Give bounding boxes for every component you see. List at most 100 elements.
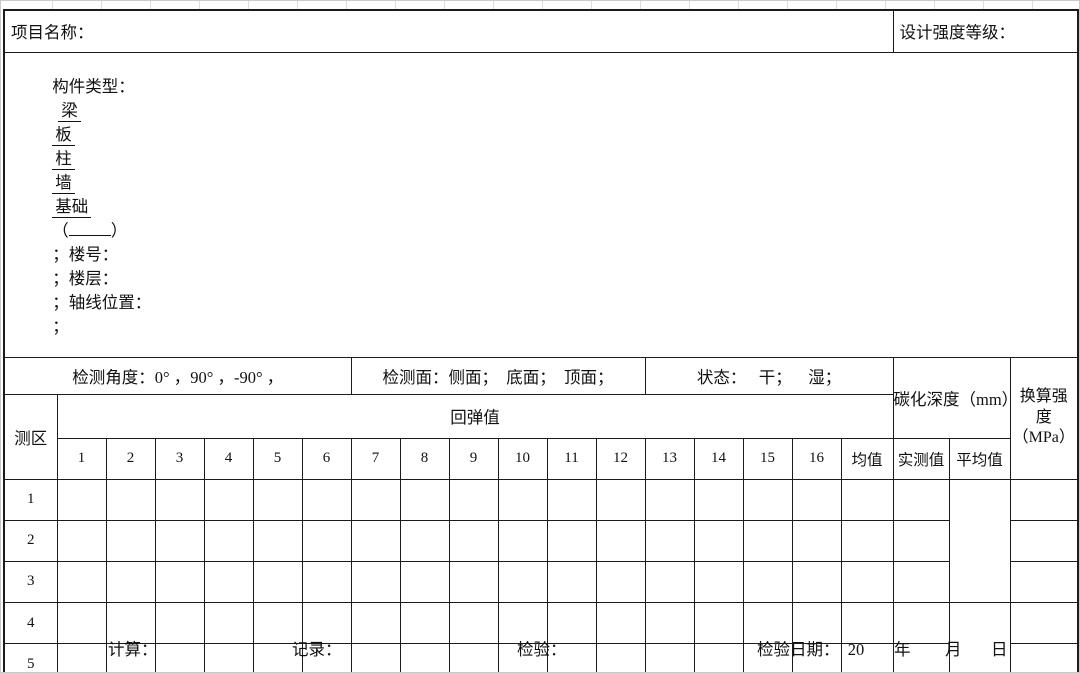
converted-strength-cell[interactable] (1009, 560, 1079, 604)
rebound-value-cell[interactable] (350, 519, 401, 562)
component-option-slab[interactable]: 板 (52, 124, 75, 146)
rebound-value-cell[interactable] (252, 519, 303, 562)
axis-position-blank[interactable] (151, 307, 311, 308)
rebound-value-cell[interactable] (56, 560, 107, 604)
rebound-value-cell[interactable] (497, 643, 548, 672)
rebound-value-cell[interactable] (301, 643, 352, 672)
measured-carbonation-cell[interactable] (892, 478, 950, 521)
rebound-value-cell[interactable] (791, 478, 842, 521)
rebound-value-cell[interactable] (497, 602, 548, 645)
rebound-value-cell[interactable] (595, 560, 646, 604)
rebound-value-cell[interactable] (399, 478, 450, 521)
rebound-value-cell[interactable] (105, 602, 156, 645)
zone-column-header: 测区 (3, 393, 58, 480)
rebound-value-cell[interactable] (595, 478, 646, 521)
rebound-value-cell[interactable] (56, 478, 107, 521)
rebound-value-cell[interactable] (448, 602, 499, 645)
rebound-value-cell[interactable] (644, 478, 695, 521)
rebound-value-cell[interactable] (203, 519, 254, 562)
rebound-value-cell[interactable] (693, 560, 744, 604)
rebound-value-cell[interactable] (105, 643, 156, 672)
rebound-value-cell[interactable] (105, 478, 156, 521)
rebound-value-cell[interactable] (203, 560, 254, 604)
column-number-row: 1 2 3 4 5 6 7 8 9 10 11 12 13 14 15 16 均值 实测值 平均值 (4, 437, 1078, 480)
rebound-value-cell[interactable] (350, 560, 401, 604)
component-option-foundation[interactable]: 基础 (52, 196, 92, 218)
rebound-value-cell[interactable] (301, 602, 352, 645)
rebound-value-cell[interactable] (203, 478, 254, 521)
rebound-value-cell[interactable] (693, 519, 744, 562)
rebound-value-cell[interactable] (105, 519, 156, 562)
rebound-value-cell[interactable] (252, 560, 303, 604)
rebound-value-cell[interactable] (693, 478, 744, 521)
rebound-value-cell[interactable] (595, 602, 646, 645)
mean-value-cell[interactable] (840, 560, 894, 604)
rebound-value-cell[interactable] (399, 560, 450, 604)
rebound-value-cell[interactable] (350, 602, 401, 645)
floor-blank[interactable] (118, 283, 180, 284)
rebound-value-cell[interactable] (154, 560, 205, 604)
rebound-value-cell[interactable] (595, 643, 646, 672)
rebound-value-cell[interactable] (448, 643, 499, 672)
rebound-column-number: 15 (742, 437, 793, 480)
rebound-value-cell[interactable] (448, 519, 499, 562)
converted-strength-cell[interactable] (1009, 602, 1079, 645)
converted-strength-cell[interactable] (1009, 643, 1079, 672)
rebound-value-cell[interactable] (252, 478, 303, 521)
rebound-value-cell[interactable] (301, 560, 352, 604)
component-option-beam[interactable]: 梁 (58, 100, 81, 122)
rebound-value-cell[interactable] (105, 560, 156, 604)
zone-row: 4 (3, 602, 1079, 672)
rebound-value-cell[interactable] (546, 478, 597, 521)
rebound-value-cell[interactable] (546, 519, 597, 562)
mean-value-cell[interactable] (840, 602, 894, 645)
component-option-column[interactable]: 柱 (52, 148, 75, 170)
rebound-value-cell[interactable] (448, 478, 499, 521)
mean-value-cell[interactable] (840, 519, 894, 562)
rebound-value-cell[interactable] (546, 643, 597, 672)
converted-strength-cell[interactable] (1009, 519, 1079, 562)
rebound-value-cell[interactable] (399, 519, 450, 562)
rebound-value-cell[interactable] (791, 560, 842, 604)
rebound-value-cell[interactable] (350, 478, 401, 521)
rebound-value-cell[interactable] (791, 602, 842, 645)
rebound-value-cell[interactable] (497, 519, 548, 562)
component-other-blank[interactable] (68, 220, 111, 236)
component-option-wall[interactable]: 墙 (52, 172, 75, 194)
rebound-value-cell[interactable] (154, 643, 205, 672)
mean-value-cell[interactable] (840, 643, 894, 672)
rebound-value-cell[interactable] (742, 560, 793, 604)
rebound-column-number: 9 (448, 437, 499, 480)
rebound-value-cell[interactable] (301, 519, 352, 562)
rebound-value-cell[interactable] (154, 519, 205, 562)
rebound-value-cell[interactable] (350, 643, 401, 672)
measured-carbonation-cell[interactable] (892, 519, 950, 562)
converted-strength-cell[interactable] (1009, 478, 1079, 521)
rebound-value-cell[interactable] (56, 643, 107, 672)
rebound-test-form-table: 项目名称： 设计强度等级： 构件类型： 梁 板 柱 墙 基础 （ ） ；楼号： ；… (3, 9, 1079, 672)
rebound-value-cell[interactable] (644, 519, 695, 562)
rebound-value-cell[interactable] (644, 602, 695, 645)
rebound-value-cell[interactable] (252, 602, 303, 645)
rebound-value-cell[interactable] (644, 643, 695, 672)
rebound-value-cell[interactable] (791, 519, 842, 562)
rebound-value-cell[interactable] (497, 560, 548, 604)
rebound-value-cell[interactable] (644, 560, 695, 604)
rebound-value-cell[interactable] (791, 643, 842, 672)
test-angle-label: 检测角度：0° ，90° ，-90° ， (3, 356, 352, 395)
rebound-value-cell[interactable] (742, 519, 793, 562)
calculated-by-label: 计算： (108, 639, 158, 659)
average-carbonation-cell[interactable] (948, 478, 1011, 604)
rebound-value-cell[interactable] (448, 560, 499, 604)
rebound-value-cell[interactable] (56, 519, 107, 562)
rebound-value-cell[interactable] (546, 560, 597, 604)
rebound-value-cell[interactable] (301, 478, 352, 521)
building-number-blank[interactable] (118, 259, 180, 260)
rebound-value-cell[interactable] (595, 519, 646, 562)
rebound-value-cell[interactable] (497, 478, 548, 521)
measured-carbonation-cell[interactable] (892, 643, 950, 672)
measured-carbonation-cell[interactable] (892, 560, 950, 604)
rebound-value-cell[interactable] (154, 478, 205, 521)
rebound-value-cell[interactable] (742, 478, 793, 521)
mean-value-cell[interactable] (840, 478, 894, 521)
